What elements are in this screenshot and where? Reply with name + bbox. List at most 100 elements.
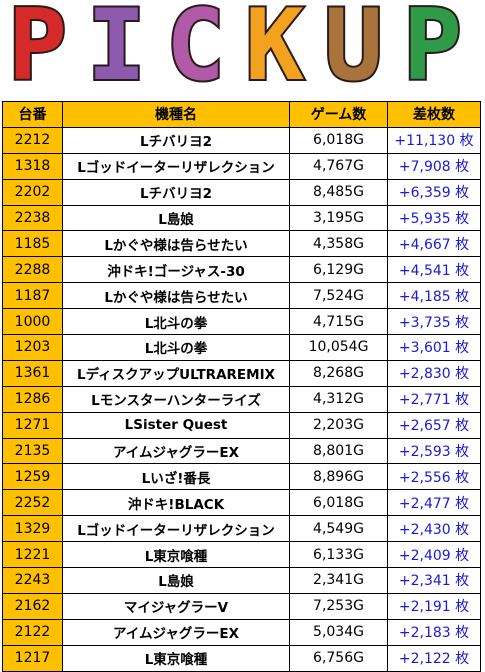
column-header: 差枚数 xyxy=(387,101,481,128)
machine-number: 1259 xyxy=(2,463,63,491)
table-row: 2122 アイムジャグラーEX 5,034G +2,183 枚 xyxy=(2,618,481,646)
game-count: 3,195G xyxy=(289,204,388,232)
machine-number: 1203 xyxy=(2,334,63,361)
machine-number: 1000 xyxy=(2,308,63,336)
machine-number: 1318 xyxy=(2,152,63,180)
table-body: 2212 Lチバリヨ2 6,018G +11,130 枚 1318 Lゴッドイーターリザレ… xyxy=(2,126,481,672)
difference: +2,830 枚 xyxy=(387,359,481,387)
game-count: 4,358G xyxy=(289,230,388,258)
machine-name: Lチバリヨ2 xyxy=(62,178,290,206)
difference: +7,908 枚 xyxy=(387,152,481,180)
difference: +4,541 枚 xyxy=(387,256,481,284)
machine-name: L東京喰種 xyxy=(62,541,290,569)
difference: +2,122 枚 xyxy=(387,644,481,672)
machine-name: L北斗の拳 xyxy=(62,308,290,336)
machine-number: 1217 xyxy=(2,644,63,672)
table-row: 1329 Lゴッドイーターリザレクション 4,549G +2,430 枚 xyxy=(2,515,481,543)
table-row: 2202 Lチバリヨ2 8,485G +6,359 枚 xyxy=(2,178,481,206)
ranking-table: 台番 機種名 ゲーム数 差枚数 2212 Lチバリヨ2 6,018G +11,130 枚 13… xyxy=(2,101,481,672)
difference: +4,667 枚 xyxy=(387,230,481,258)
title-letter: C xyxy=(166,0,225,100)
machine-number: 2243 xyxy=(2,567,63,594)
table-row: 2135 アイムジャグラーEX 8,801G +2,593 枚 xyxy=(2,437,481,465)
machine-name: L東京喰種 xyxy=(62,644,290,672)
machine-name: 沖ドキ!ゴージャス-30 xyxy=(62,256,290,284)
game-count: 5,034G xyxy=(289,618,388,646)
difference: +11,130 枚 xyxy=(387,126,481,154)
difference: +5,935 枚 xyxy=(387,204,481,232)
difference: +2,477 枚 xyxy=(387,489,481,517)
machine-name: マイジャグラーV xyxy=(62,592,290,620)
machine-number: 2135 xyxy=(2,437,63,465)
difference: +2,657 枚 xyxy=(387,411,481,439)
difference: +2,191 枚 xyxy=(387,592,481,620)
machine-name: Lモンスターハンターライズ xyxy=(62,385,290,413)
difference: +2,771 枚 xyxy=(387,385,481,413)
machine-number: 1187 xyxy=(2,282,63,310)
table-row: 1286 Lモンスターハンターライズ 4,312G +2,771 枚 xyxy=(2,385,481,413)
machine-number: 2202 xyxy=(2,178,63,206)
game-count: 8,801G xyxy=(289,437,388,465)
game-count: 6,129G xyxy=(289,256,388,284)
machine-name: L島娘 xyxy=(62,567,290,594)
game-count: 7,253G xyxy=(289,592,388,620)
table-row: 2162 マイジャグラーV 7,253G +2,191 枚 xyxy=(2,592,481,620)
machine-name: LディスクアップULTRAREMIX xyxy=(62,359,290,387)
difference: +2,409 枚 xyxy=(387,541,481,569)
machine-number: 1221 xyxy=(2,541,63,569)
table-row: 2243 L島娘 2,341G +2,341 枚 xyxy=(2,567,481,594)
difference: +2,341 枚 xyxy=(387,567,481,594)
title-letter: U xyxy=(324,0,383,100)
difference: +3,601 枚 xyxy=(387,334,481,361)
table-row: 1271 LSister Quest 2,203G +2,657 枚 xyxy=(2,411,481,439)
game-count: 4,549G xyxy=(289,515,388,543)
table-row: 2288 沖ドキ!ゴージャス-30 6,129G +4,541 枚 xyxy=(2,256,481,284)
game-count: 10,054G xyxy=(289,334,388,361)
machine-name: Lかぐや様は告らせたい xyxy=(62,230,290,258)
game-count: 6,018G xyxy=(289,489,388,517)
machine-number: 1361 xyxy=(2,359,63,387)
machine-name: Lチバリヨ2 xyxy=(62,126,290,154)
game-count: 2,203G xyxy=(289,411,388,439)
machine-name: L北斗の拳 xyxy=(62,334,290,361)
column-header: 機種名 xyxy=(62,101,290,128)
difference: +6,359 枚 xyxy=(387,178,481,206)
machine-name: L島娘 xyxy=(62,204,290,232)
table-row: 1221 L東京喰種 6,133G +2,409 枚 xyxy=(2,541,481,569)
difference: +3,735 枚 xyxy=(387,308,481,336)
table-row: 1318 Lゴッドイーターリザレクション 4,767G +7,908 枚 xyxy=(2,152,481,180)
machine-name: Lゴッドイーターリザレクション xyxy=(62,152,290,180)
title-letter: I xyxy=(87,0,146,100)
game-count: 8,896G xyxy=(289,463,388,491)
machine-number: 2212 xyxy=(2,126,63,154)
machine-number: 2252 xyxy=(2,489,63,517)
game-count: 6,133G xyxy=(289,541,388,569)
table-row: 1361 LディスクアップULTRAREMIX 8,268G +2,830 枚 xyxy=(2,359,481,387)
machine-number: 1286 xyxy=(2,385,63,413)
game-count: 4,767G xyxy=(289,152,388,180)
machine-name: アイムジャグラーEX xyxy=(62,618,290,646)
table-row: 2212 Lチバリヨ2 6,018G +11,130 枚 xyxy=(2,126,481,154)
difference: +2,183 枚 xyxy=(387,618,481,646)
difference: +4,185 枚 xyxy=(387,282,481,310)
title-letter: P xyxy=(403,0,462,100)
machine-number: 2122 xyxy=(2,618,63,646)
machine-number: 2162 xyxy=(2,592,63,620)
column-header: 台番 xyxy=(2,101,63,128)
table-row: 1203 L北斗の拳 10,054G +3,601 枚 xyxy=(2,334,481,361)
header-row: 台番 機種名 ゲーム数 差枚数 xyxy=(2,101,481,128)
machine-name: 沖ドキ!BLACK xyxy=(62,489,290,517)
machine-number: 2238 xyxy=(2,204,63,232)
machine-number: 1185 xyxy=(2,230,63,258)
game-count: 4,312G xyxy=(289,385,388,413)
machine-number: 1271 xyxy=(2,411,63,439)
game-count: 6,018G xyxy=(289,126,388,154)
table-row: 2238 L島娘 3,195G +5,935 枚 xyxy=(2,204,481,232)
table-row: 2252 沖ドキ!BLACK 6,018G +2,477 枚 xyxy=(2,489,481,517)
column-header: ゲーム数 xyxy=(289,101,388,128)
difference: +2,556 枚 xyxy=(387,463,481,491)
table-row: 1187 Lかぐや様は告らせたい 7,524G +4,185 枚 xyxy=(2,282,481,310)
machine-name: アイムジャグラーEX xyxy=(62,437,290,465)
